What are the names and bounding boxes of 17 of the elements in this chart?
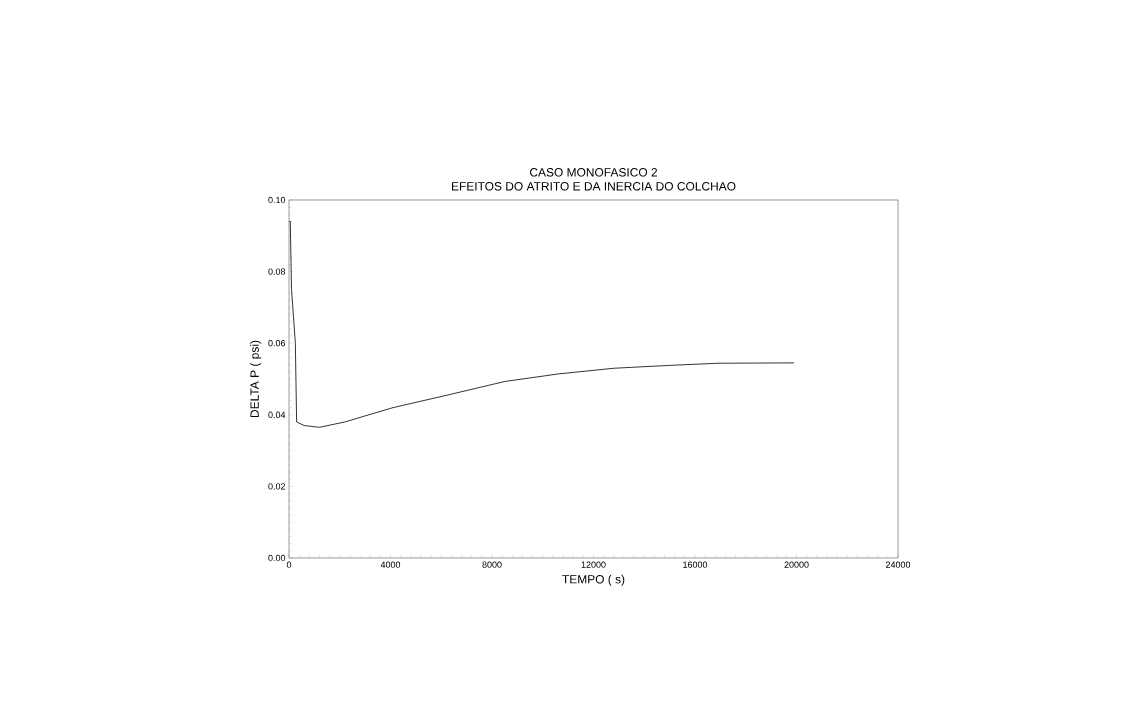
y-tick-label: 0.06 — [268, 340, 286, 347]
x-tick-label: 12000 — [581, 561, 606, 568]
y-tick-label: 0.08 — [268, 268, 286, 275]
x-tick-label: 20000 — [784, 561, 809, 568]
x-tick-label: 8000 — [482, 561, 502, 568]
y-axis-title: DELTA P ( psi) — [250, 340, 262, 417]
x-tick-label: 24000 — [886, 561, 911, 568]
y-tick-label: 0.04 — [268, 411, 286, 418]
chart-subtitle: EFEITOS DO ATRITO E DA INERCIA DO COLCHAO — [452, 182, 736, 191]
y-tick-label: 0.00 — [268, 554, 286, 562]
x-tick-label: 0 — [286, 561, 292, 568]
chart-title: CASO MONOFASICO 2 — [530, 168, 658, 177]
x-axis-title: TEMPO ( s) — [562, 574, 625, 586]
x-tick-label: 4000 — [380, 561, 401, 568]
y-tick-label: 0.10 — [268, 196, 286, 204]
x-tick-label: 16000 — [683, 561, 708, 568]
y-tick-label: 0.02 — [268, 483, 286, 490]
